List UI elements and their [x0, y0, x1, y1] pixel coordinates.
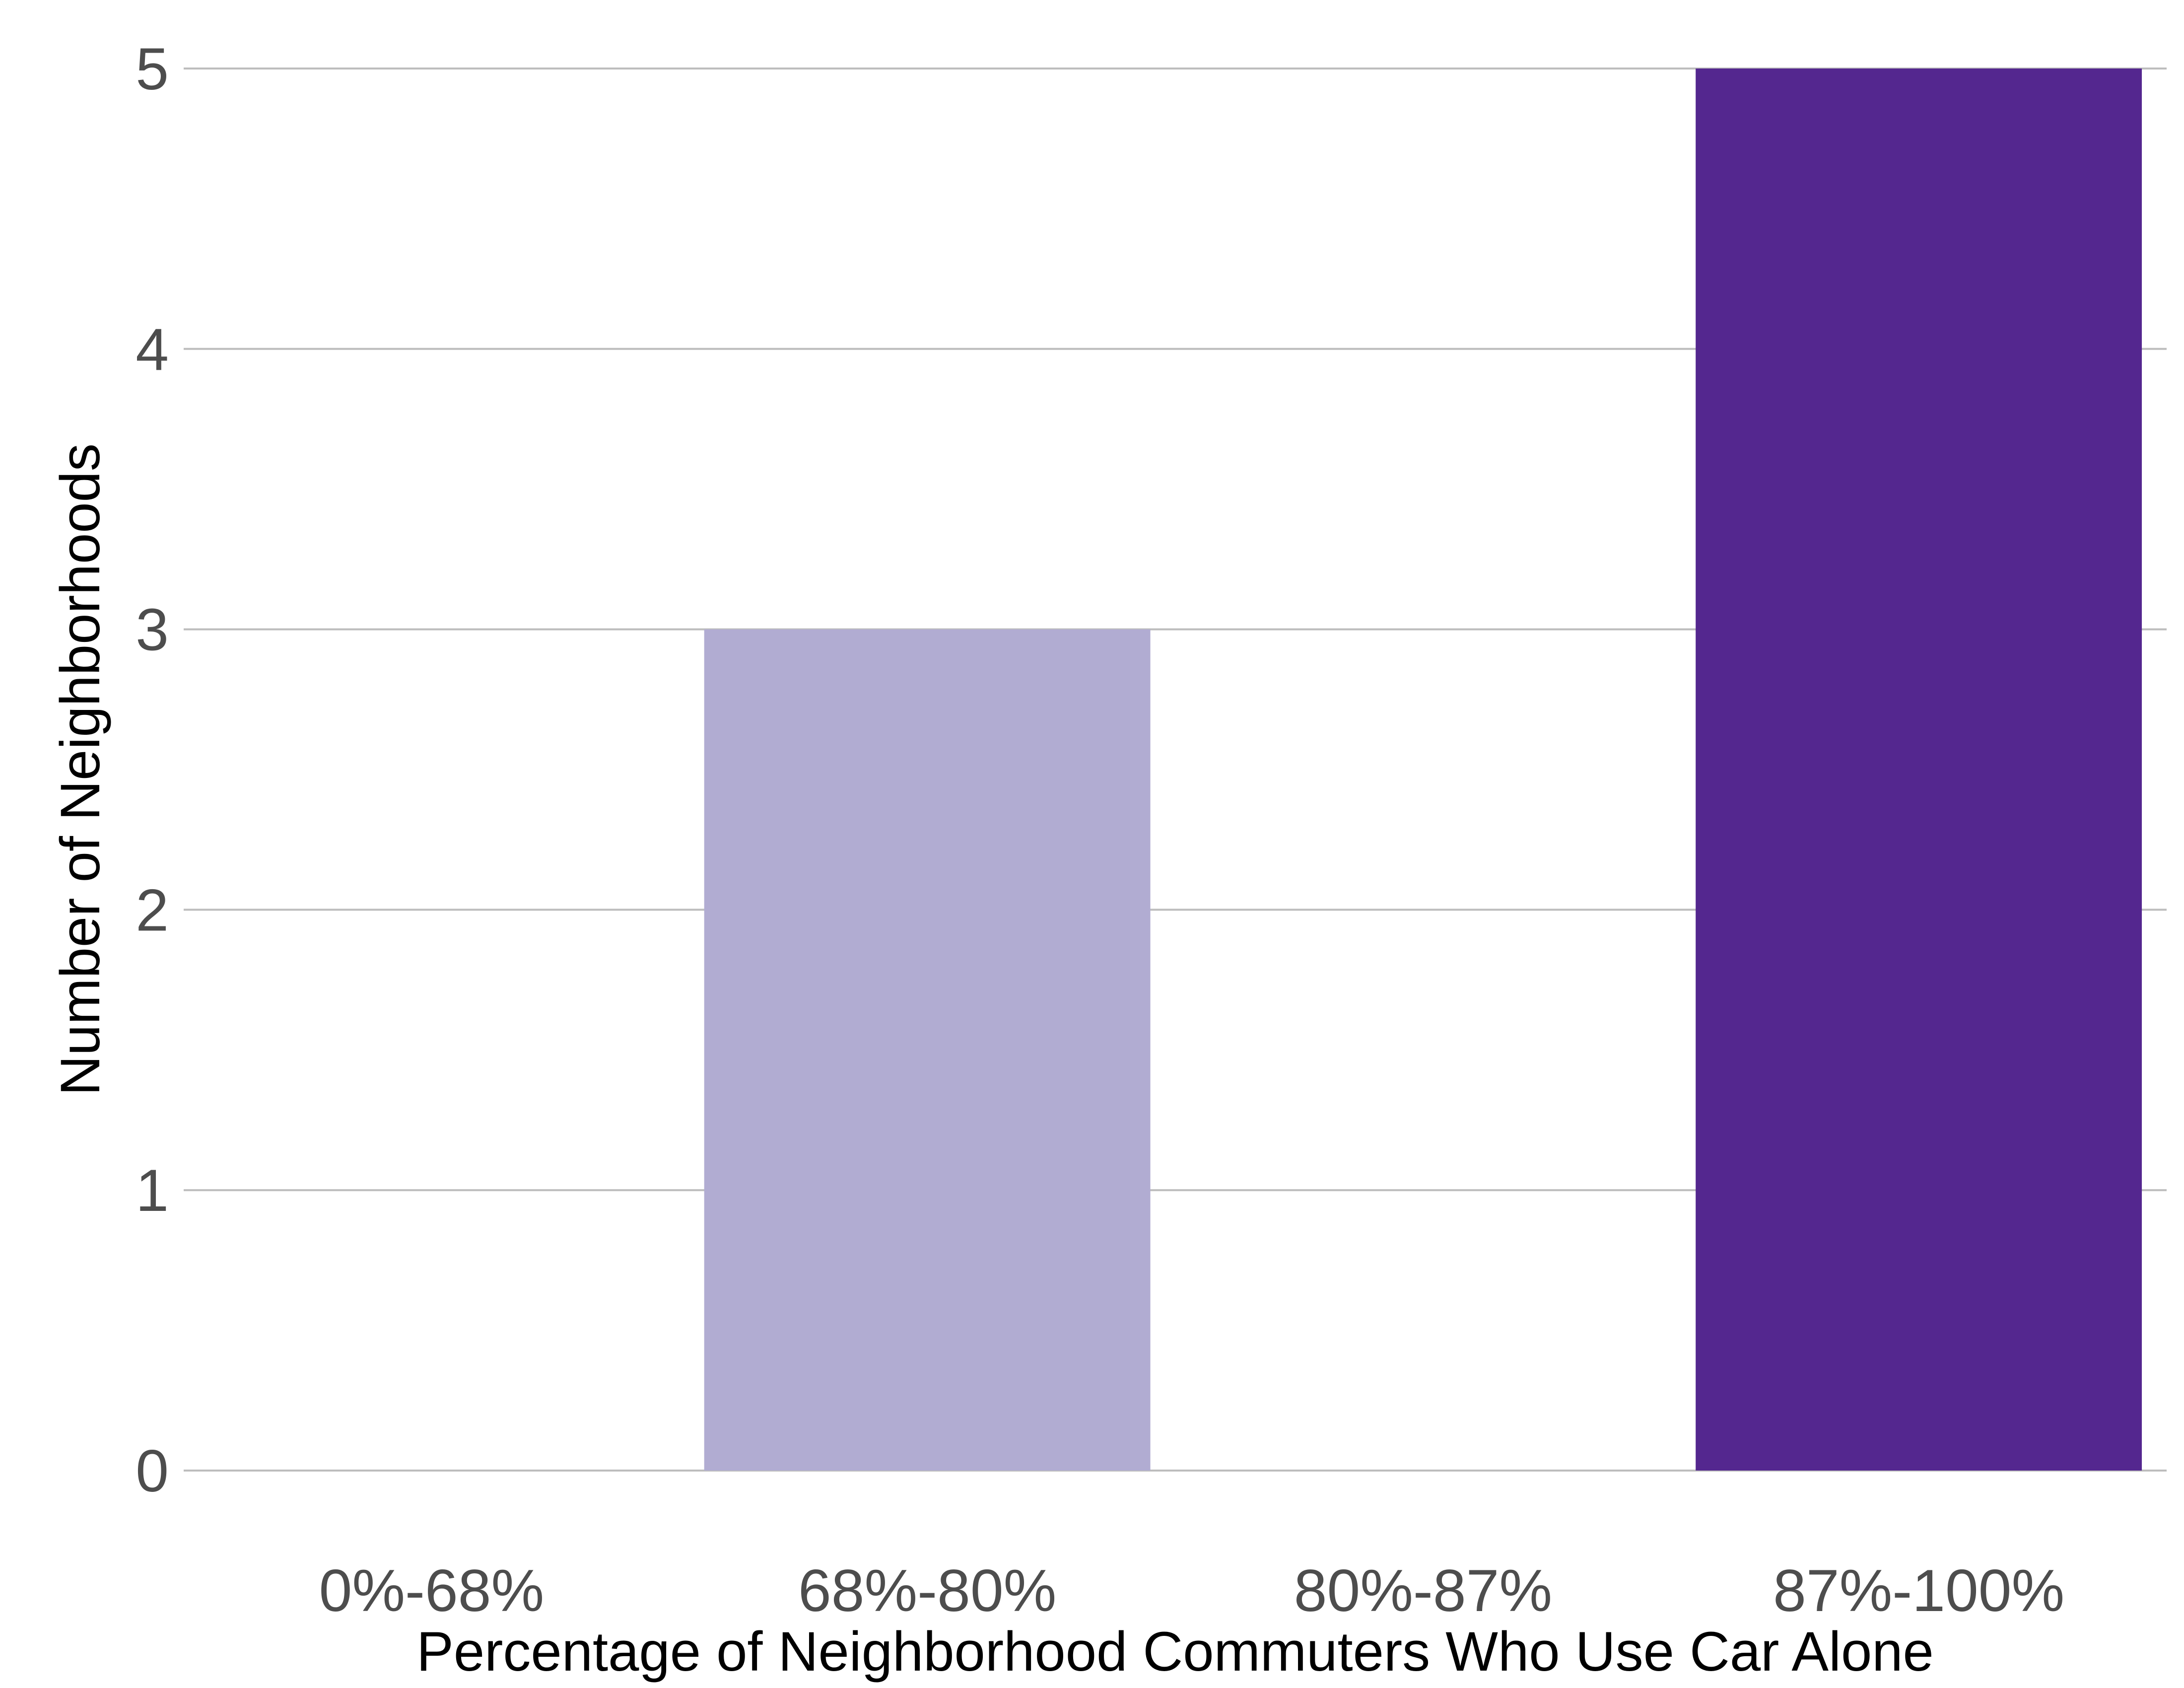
x-tick-label-87%-100%: 87%-100%: [1773, 1557, 2064, 1624]
y-tick-label-5: 5: [136, 36, 169, 102]
x-tick-label-68%-80%: 68%-80%: [798, 1557, 1056, 1624]
y-tick-label-0: 0: [136, 1438, 169, 1504]
y-tick-label-2: 2: [136, 877, 169, 943]
bars: [704, 69, 2142, 1471]
x-tick-labels: 0%-68% 68%-80% 80%-87% 87%-100%: [319, 1557, 2065, 1624]
x-tick-label-80%-87%: 80%-87%: [1294, 1557, 1552, 1624]
y-tick-label-3: 3: [136, 597, 169, 663]
y-tick-label-1: 1: [136, 1157, 169, 1224]
bar-68%-80%: [704, 629, 1151, 1471]
x-axis-title: Percentage of Neighborhood Commuters Who…: [416, 1620, 1934, 1683]
y-axis-title: Number of Neighborhoods: [49, 443, 111, 1096]
x-tick-label-0%-68%: 0%-68%: [319, 1557, 545, 1624]
y-tick-labels: 0 1 2 3 4 5: [136, 36, 169, 1504]
bar-87%-100%: [1696, 69, 2142, 1471]
y-tick-label-4: 4: [136, 316, 169, 383]
